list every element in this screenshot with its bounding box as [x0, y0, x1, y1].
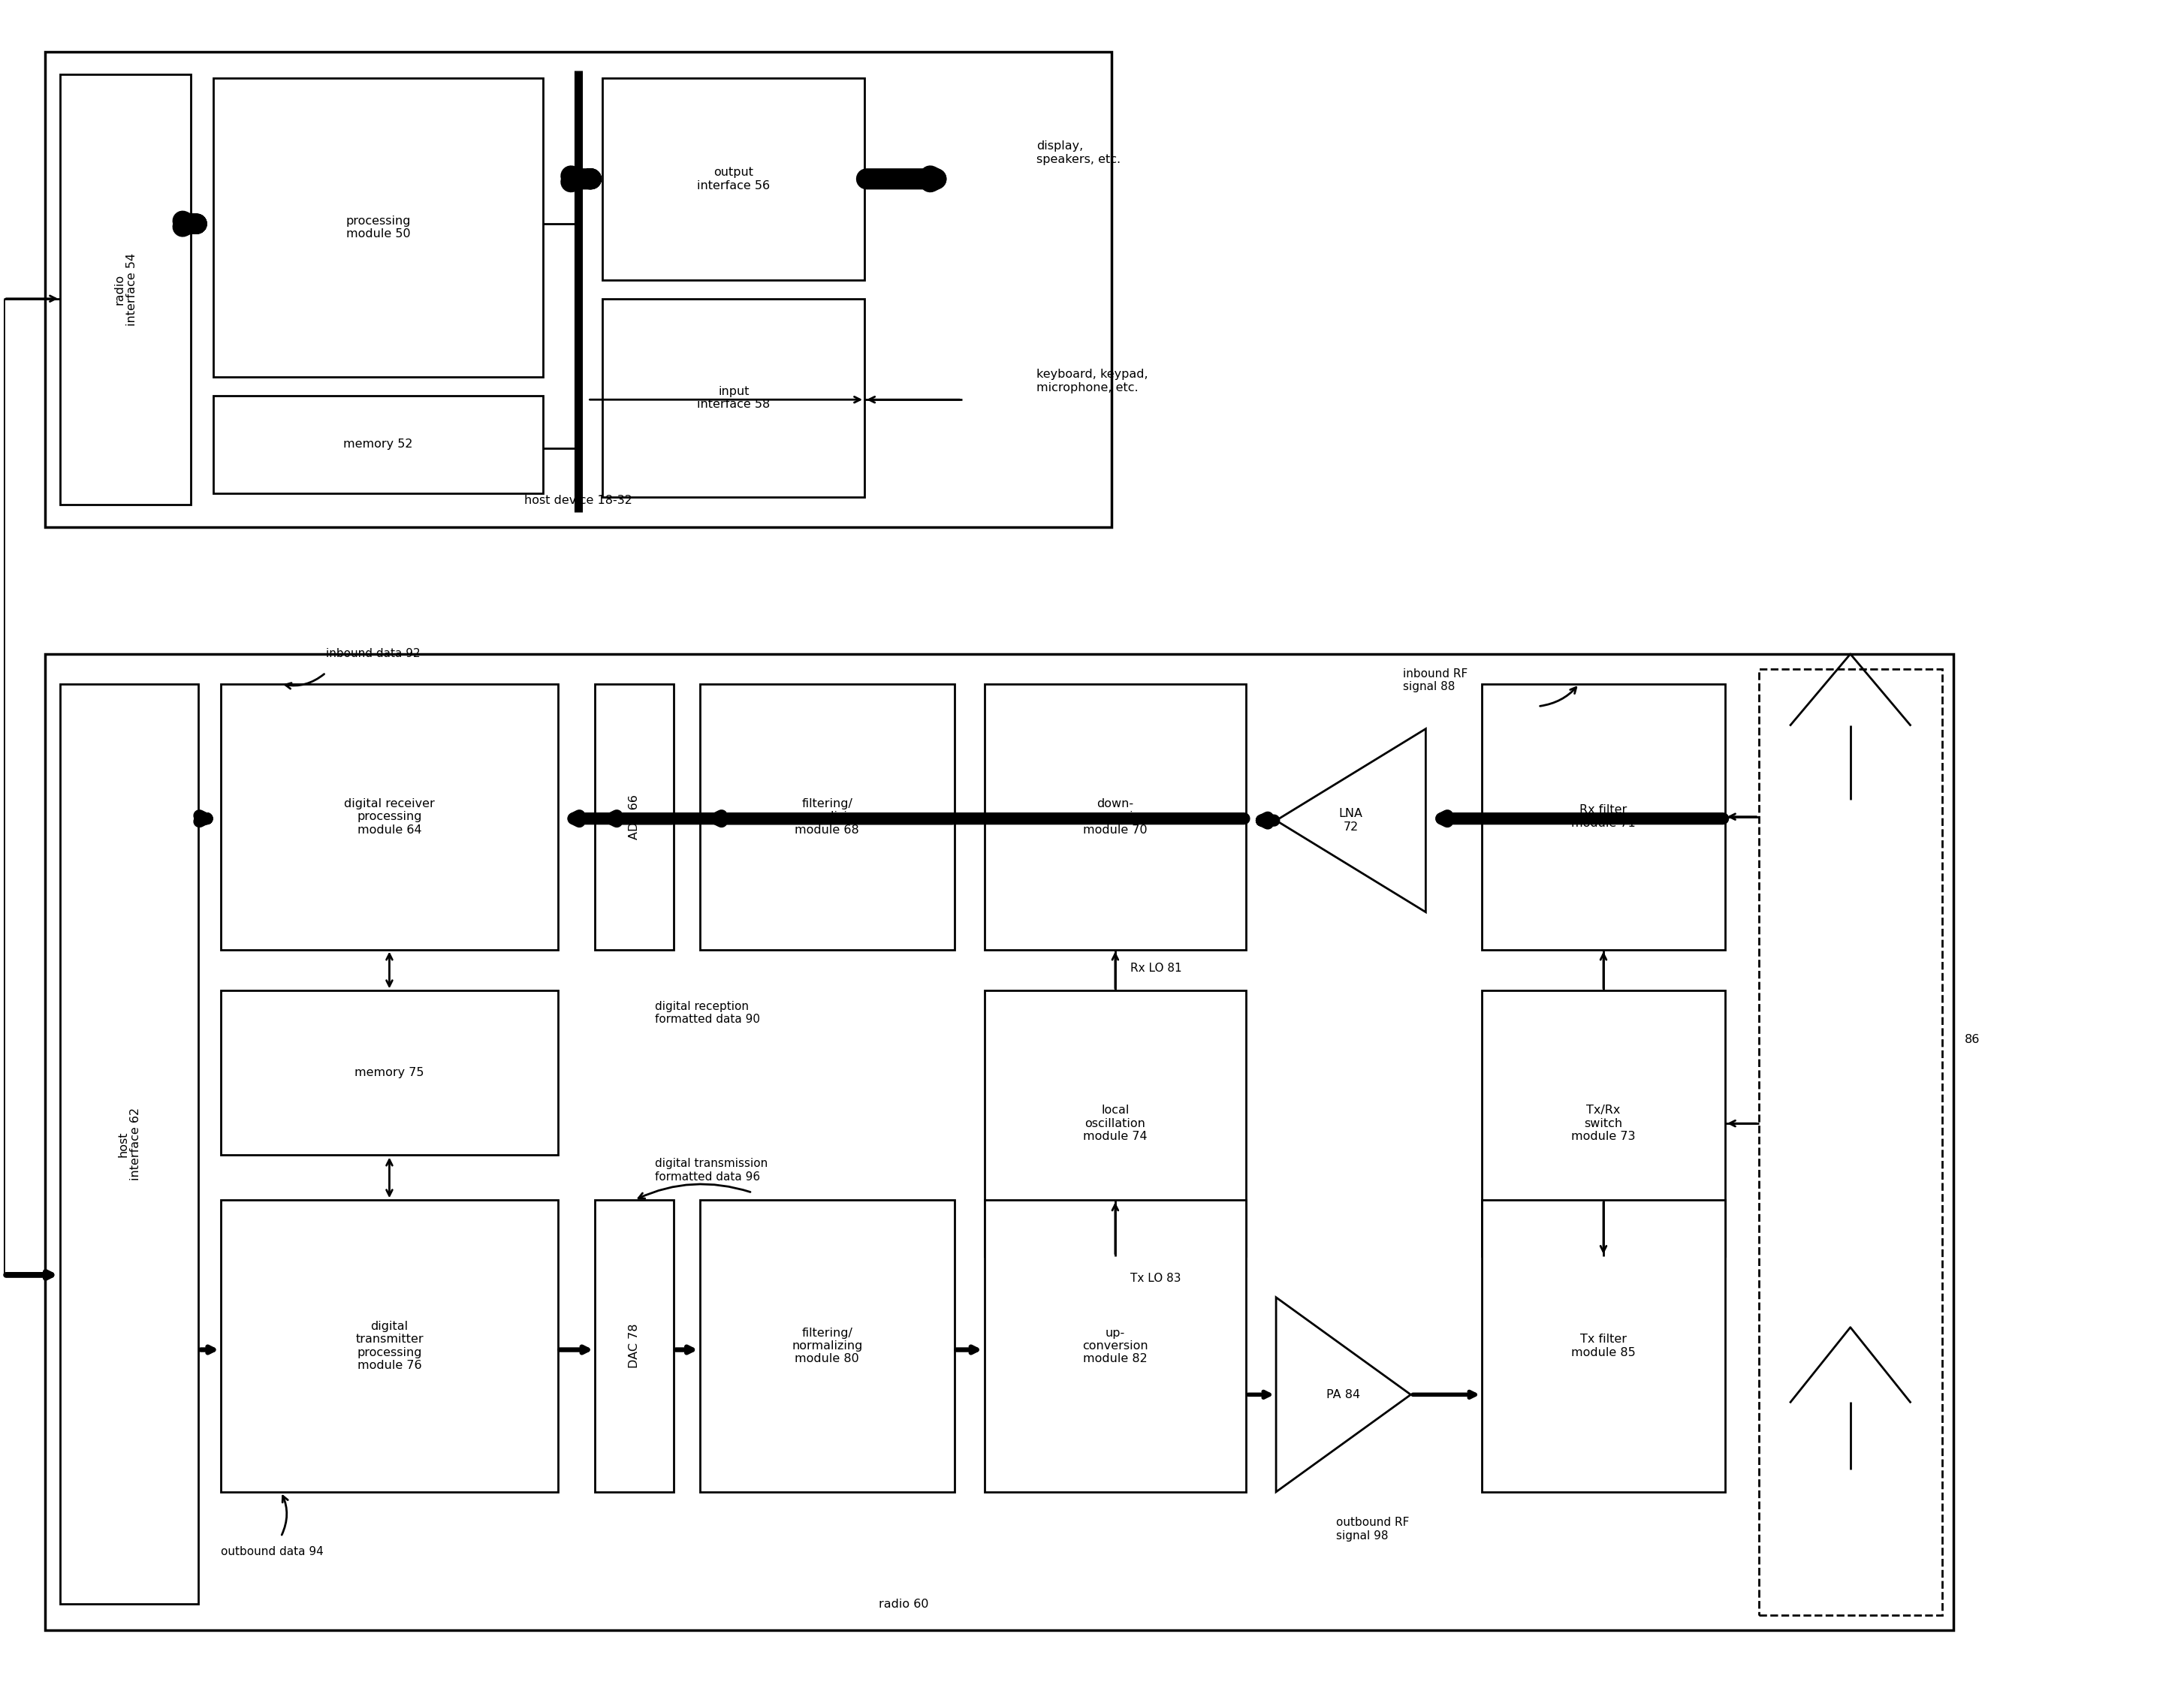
FancyBboxPatch shape	[61, 75, 190, 505]
Text: filtering/
normalizing
module 68: filtering/ normalizing module 68	[791, 797, 863, 835]
FancyBboxPatch shape	[985, 1200, 1247, 1493]
FancyBboxPatch shape	[221, 1200, 557, 1493]
FancyBboxPatch shape	[985, 683, 1247, 950]
Text: local
oscillation
module 74: local oscillation module 74	[1083, 1105, 1147, 1142]
FancyBboxPatch shape	[214, 78, 544, 377]
Text: digital
transmitter
processing
module 76: digital transmitter processing module 76	[356, 1321, 424, 1372]
FancyBboxPatch shape	[985, 991, 1247, 1256]
Text: outbound RF
signal 98: outbound RF signal 98	[1337, 1516, 1409, 1542]
Text: display,
speakers, etc.: display, speakers, etc.	[1037, 141, 1120, 165]
FancyBboxPatch shape	[596, 683, 673, 950]
FancyBboxPatch shape	[1483, 991, 1725, 1256]
FancyBboxPatch shape	[214, 396, 544, 493]
Text: filtering/
normalizing
module 80: filtering/ normalizing module 80	[791, 1328, 863, 1365]
FancyBboxPatch shape	[596, 1200, 673, 1493]
Text: Rx LO 81: Rx LO 81	[1129, 962, 1182, 974]
Text: memory 75: memory 75	[354, 1068, 424, 1078]
Text: host
interface 62: host interface 62	[118, 1107, 142, 1180]
Text: up-
conversion
module 82: up- conversion module 82	[1083, 1328, 1149, 1365]
FancyBboxPatch shape	[603, 78, 865, 280]
Text: output
interface 56: output interface 56	[697, 167, 771, 190]
FancyBboxPatch shape	[1483, 1200, 1725, 1493]
Text: LNA
72: LNA 72	[1339, 807, 1363, 833]
Text: PA 84: PA 84	[1326, 1389, 1361, 1401]
Text: ADC 66: ADC 66	[629, 794, 640, 840]
Text: 86: 86	[1963, 1034, 1979, 1046]
Polygon shape	[1275, 1297, 1411, 1493]
FancyBboxPatch shape	[1483, 683, 1725, 950]
Text: Tx LO 83: Tx LO 83	[1129, 1273, 1182, 1284]
Text: inbound data 92: inbound data 92	[325, 648, 419, 660]
Text: memory 52: memory 52	[343, 439, 413, 451]
FancyBboxPatch shape	[603, 299, 865, 496]
Polygon shape	[1275, 729, 1426, 913]
Text: processing
module 50: processing module 50	[345, 216, 411, 240]
Text: host device 18-32: host device 18-32	[524, 495, 633, 507]
Text: outbound data 94: outbound data 94	[221, 1545, 323, 1557]
FancyBboxPatch shape	[221, 991, 557, 1156]
Text: keyboard, keypad,
microphone, etc.: keyboard, keypad, microphone, etc.	[1037, 369, 1149, 393]
FancyBboxPatch shape	[46, 51, 1112, 527]
Text: inbound RF
signal 88: inbound RF signal 88	[1404, 668, 1468, 692]
FancyBboxPatch shape	[699, 1200, 954, 1493]
Text: down-
conversion
module 70: down- conversion module 70	[1083, 797, 1149, 835]
Text: digital receiver
processing
module 64: digital receiver processing module 64	[345, 797, 435, 835]
FancyBboxPatch shape	[46, 654, 1952, 1630]
Text: radio 60: radio 60	[878, 1598, 928, 1610]
Text: digital reception
formatted data 90: digital reception formatted data 90	[655, 1001, 760, 1025]
Text: input
interface 58: input interface 58	[697, 386, 771, 410]
FancyBboxPatch shape	[221, 683, 557, 950]
Text: Tx filter
module 85: Tx filter module 85	[1570, 1334, 1636, 1358]
Text: Rx filter
module 71: Rx filter module 71	[1570, 804, 1636, 830]
Text: radio
interface 54: radio interface 54	[114, 253, 138, 326]
Text: DAC 78: DAC 78	[629, 1324, 640, 1368]
Text: Tx/Rx
switch
module 73: Tx/Rx switch module 73	[1570, 1105, 1636, 1142]
FancyBboxPatch shape	[61, 683, 199, 1605]
FancyBboxPatch shape	[699, 683, 954, 950]
FancyBboxPatch shape	[1758, 670, 1942, 1615]
Text: digital transmission
formatted data 96: digital transmission formatted data 96	[655, 1158, 769, 1183]
